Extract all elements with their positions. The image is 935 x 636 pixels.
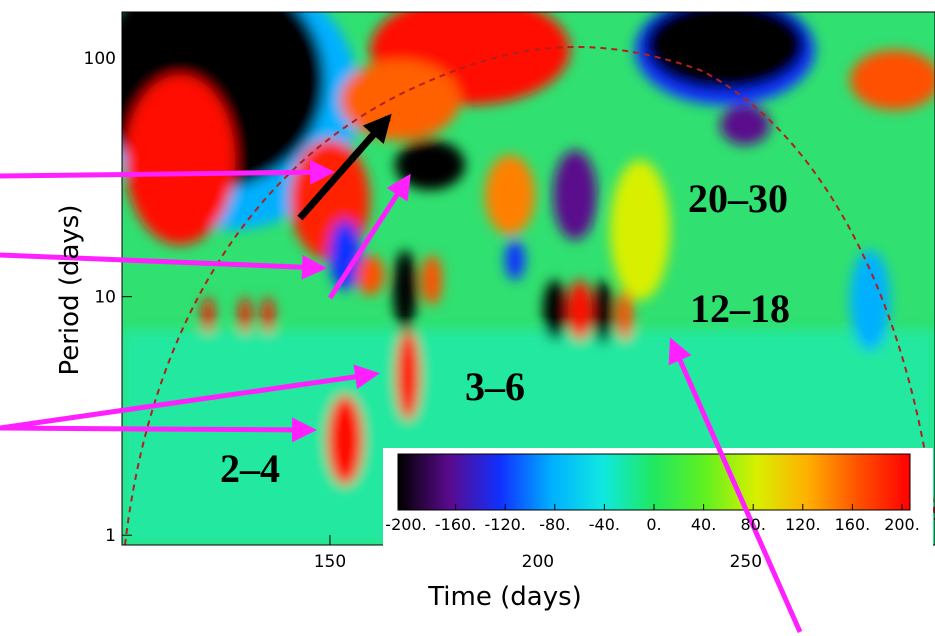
colorbar-tick-label: 40. (691, 515, 716, 534)
colorbar-tick-label: -200. (385, 515, 426, 534)
y-tick-label: 10 (94, 288, 116, 308)
axes: 150 200 250 1 10 100 (84, 49, 763, 572)
annotation: 3–6 (465, 364, 525, 409)
y-tick-label: 1 (105, 526, 116, 546)
y-axis-label: Period (days) (55, 205, 85, 376)
colorbar (397, 453, 911, 511)
colorbar-tick-label: 160. (835, 515, 871, 534)
colorbar-tick-label: 200. (884, 515, 920, 534)
x-tick-label: 150 (314, 552, 346, 572)
heatmap (122, 12, 935, 545)
annotation: 2–4 (220, 446, 280, 491)
y-tick-label: 100 (84, 49, 116, 69)
colorbar-tick-label: 0. (646, 515, 661, 534)
x-tick-label: 200 (522, 552, 554, 572)
arrows (0, 113, 803, 634)
colorbar-tick-label: -120. (484, 515, 525, 534)
colorbar-tick-label: 120. (785, 515, 821, 534)
x-axis-label: Time (days) (427, 582, 582, 612)
colorbar-tick-label: -160. (435, 515, 476, 534)
colorbar-tick-label: 80. (740, 515, 765, 534)
colorbar-tick-label: -40. (589, 515, 620, 534)
annotation: 12–18 (690, 286, 790, 331)
x-tick-label: 250 (730, 552, 762, 572)
colorbar-tick-label: -80. (539, 515, 570, 534)
annotation: 20–30 (688, 176, 788, 221)
